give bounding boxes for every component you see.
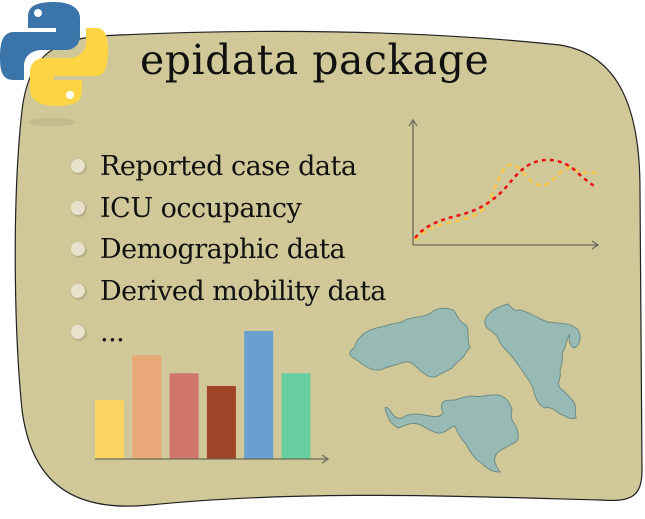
list-item-label: Demographic data	[100, 234, 346, 265]
bar-chart-illustration	[95, 331, 311, 459]
list-item-derived-mobility-data: Derived mobility data	[68, 271, 386, 313]
map-region-1	[349, 307, 471, 378]
map-region-2	[484, 303, 581, 419]
list-item-demographic-data: Demographic data	[68, 229, 386, 271]
bullet-icon	[71, 325, 85, 339]
list-item-label: ICU occupancy	[100, 192, 302, 224]
bullet-icon	[71, 200, 85, 215]
list-item-icu-occupancy: ICU occupancy	[68, 188, 386, 230]
feature-list: Reported case data ICU occupancy Demogra…	[68, 146, 386, 354]
bar-2	[132, 355, 162, 459]
list-item-label: Reported case data	[100, 151, 357, 182]
map-region-3	[384, 394, 519, 473]
bullet-icon	[71, 283, 85, 298]
list-item-label: Derived mobility data	[100, 275, 386, 307]
list-item-ellipsis: ...	[68, 312, 386, 354]
bullet-icon	[71, 242, 85, 256]
line-chart-illustration	[408, 118, 600, 250]
list-item-reported-case-data: Reported case data	[68, 146, 386, 188]
python-logo-icon	[0, 2, 108, 126]
bullet-icon	[71, 159, 85, 173]
bar-5	[244, 331, 274, 459]
bar-4	[206, 386, 236, 459]
bar-1	[95, 400, 124, 459]
map-regions-illustration	[349, 303, 581, 473]
list-item-label: ...	[100, 317, 125, 348]
bar-3	[169, 373, 199, 459]
bar-6	[281, 373, 311, 459]
page-title: epidata package	[140, 36, 490, 84]
